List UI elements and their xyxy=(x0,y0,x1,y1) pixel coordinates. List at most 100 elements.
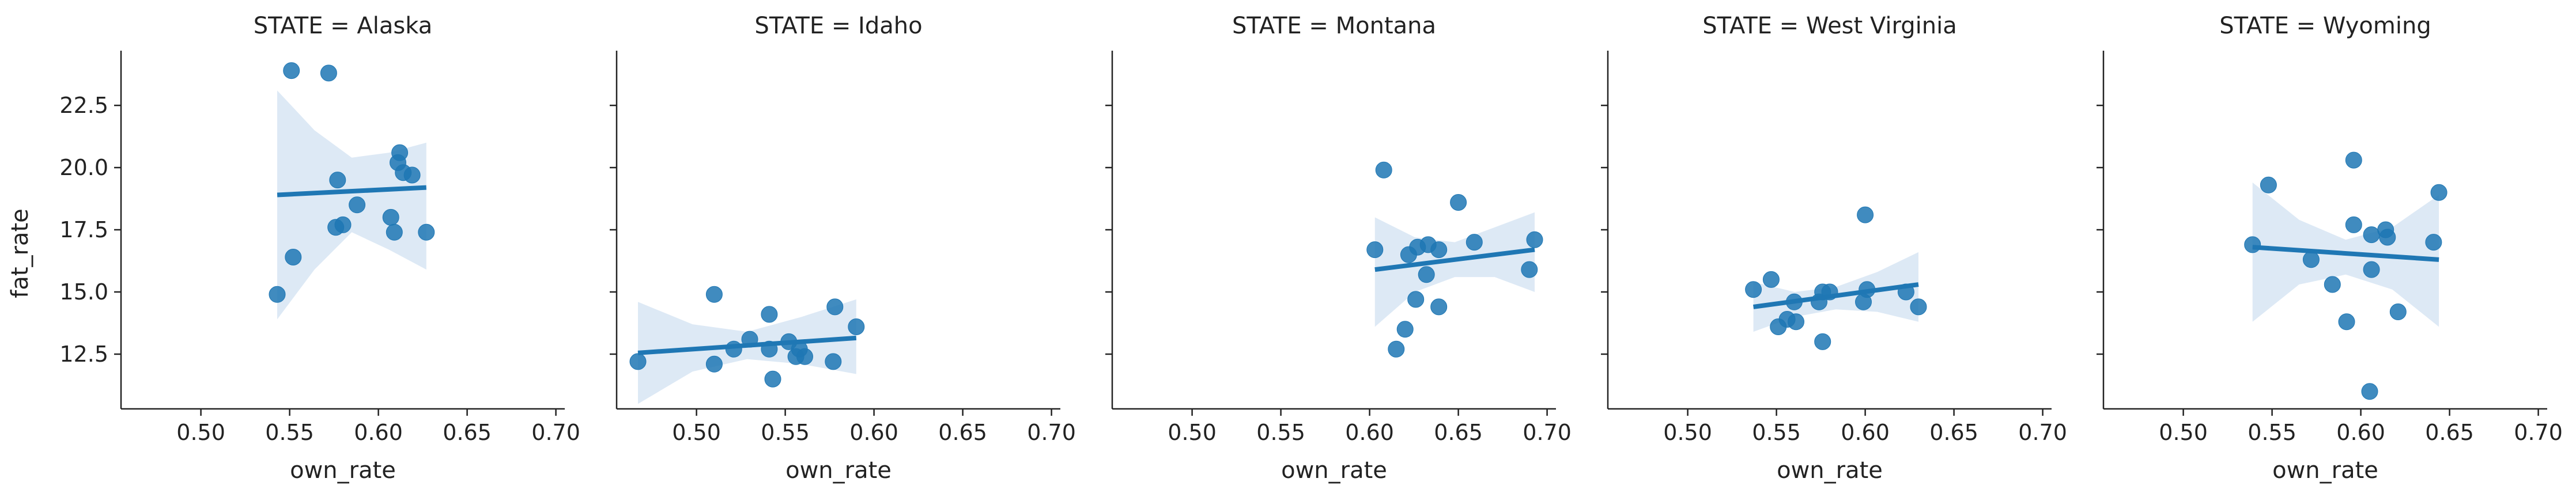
data-point xyxy=(2361,383,2378,400)
data-point xyxy=(2244,236,2261,253)
x-tick-label: 0.50 xyxy=(1663,420,1712,445)
x-tick-label: 0.65 xyxy=(1929,420,1978,445)
data-point xyxy=(1430,241,1448,259)
data-point xyxy=(1366,241,1384,259)
regression-line xyxy=(1753,282,1919,309)
panel-title: STATE = West Virginia xyxy=(1702,13,1957,39)
x-tick-label: 0.50 xyxy=(1168,420,1217,445)
data-point xyxy=(1430,298,1448,316)
data-point xyxy=(705,355,723,373)
data-point xyxy=(2345,216,2362,233)
x-axis-label: own_rate xyxy=(1777,457,1883,484)
panel-title: STATE = Alaska xyxy=(254,13,432,39)
data-point xyxy=(825,353,842,370)
regression-line xyxy=(637,335,857,355)
x-tick-label: 0.70 xyxy=(2018,420,2067,445)
x-tick-label: 0.70 xyxy=(531,420,580,445)
data-point xyxy=(1910,298,1927,316)
data-point xyxy=(705,286,723,303)
regression-line xyxy=(1374,247,1535,272)
data-point xyxy=(725,340,742,358)
data-point xyxy=(2324,276,2341,293)
x-axis-label: own_rate xyxy=(1281,457,1387,484)
data-point xyxy=(269,286,286,303)
data-point xyxy=(1375,161,1392,179)
x-tick-label: 0.55 xyxy=(1256,420,1305,445)
facet-panel: STATE = Wyoming 0.50 0.55 0.60 0.65 0.70 own_r… xyxy=(2097,13,2563,484)
data-point xyxy=(2379,229,2396,246)
data-point xyxy=(629,353,647,370)
y-tick-label: 20.0 xyxy=(59,155,108,180)
x-tick-label: 0.55 xyxy=(2248,420,2297,445)
data-point xyxy=(329,172,346,189)
x-tick-label: 0.60 xyxy=(2336,420,2385,445)
data-point xyxy=(2430,184,2447,201)
x-tick-label: 0.65 xyxy=(1434,420,1483,445)
x-tick-label: 0.65 xyxy=(938,420,987,445)
x-axis-label: own_rate xyxy=(290,457,396,484)
data-point xyxy=(1465,234,1483,251)
data-point xyxy=(403,166,421,184)
data-point xyxy=(2389,303,2407,320)
confidence-band xyxy=(1374,212,1535,327)
data-point xyxy=(320,64,337,82)
x-tick-label: 0.70 xyxy=(2514,420,2563,445)
y-tick-label: 22.5 xyxy=(59,93,108,118)
data-point xyxy=(787,348,804,365)
y-axis-label: fat_rate xyxy=(7,208,33,298)
x-tick-label: 0.50 xyxy=(672,420,721,445)
x-tick-label: 0.70 xyxy=(1523,420,1572,445)
data-point xyxy=(1770,318,1787,335)
panel-title: STATE = Montana xyxy=(1232,13,1436,39)
data-point xyxy=(2345,151,2362,169)
data-point xyxy=(2260,176,2277,193)
facet-panel: STATE = Idaho 0.50 0.55 0.60 0.65 0.70 own_rat… xyxy=(610,13,1076,484)
data-point xyxy=(1762,271,1780,288)
data-point xyxy=(349,196,366,214)
x-tick-label: 0.60 xyxy=(849,420,898,445)
data-point xyxy=(1521,261,1538,278)
data-point xyxy=(1814,333,1831,350)
x-tick-label: 0.65 xyxy=(443,420,492,445)
data-point xyxy=(1788,313,1804,331)
data-point xyxy=(848,318,865,335)
data-point xyxy=(2338,313,2355,331)
regression-line xyxy=(2252,245,2439,262)
x-tick-label: 0.50 xyxy=(176,420,225,445)
x-axis-label: own_rate xyxy=(785,457,892,484)
data-point xyxy=(2363,226,2380,244)
data-point xyxy=(764,370,781,388)
data-point xyxy=(1857,206,1874,223)
x-tick-label: 0.55 xyxy=(761,420,810,445)
data-point xyxy=(283,62,300,79)
data-point xyxy=(418,223,435,241)
x-tick-label: 0.70 xyxy=(1027,420,1076,445)
facet-panel: STATE = West Virginia 0.50 0.55 0.60 0.65 0.7… xyxy=(1601,13,2067,484)
data-point xyxy=(1396,321,1414,338)
data-point xyxy=(1388,340,1405,358)
facet-panel: STATE = Alaska 0.50 0.55 0.60 0.65 0.70 12.5 15… xyxy=(59,13,580,484)
x-tick-label: 0.50 xyxy=(2159,420,2208,445)
data-point xyxy=(2302,251,2320,268)
x-tick-label: 0.65 xyxy=(2425,420,2474,445)
data-point xyxy=(334,216,352,233)
data-point xyxy=(1745,281,1762,298)
data-point xyxy=(1450,194,1467,211)
data-point xyxy=(2425,234,2442,251)
y-tick-label: 15.0 xyxy=(59,279,108,305)
data-point xyxy=(285,249,302,265)
x-axis-label: own_rate xyxy=(2272,457,2378,484)
data-point xyxy=(386,223,403,241)
data-point xyxy=(1855,293,1872,310)
data-point xyxy=(1407,291,1425,308)
data-point xyxy=(1400,246,1417,263)
y-tick-label: 17.5 xyxy=(59,217,108,242)
x-tick-label: 0.60 xyxy=(1345,420,1394,445)
panel-title: STATE = Idaho xyxy=(754,13,922,39)
x-tick-label: 0.60 xyxy=(1841,420,1890,445)
x-tick-label: 0.60 xyxy=(354,420,403,445)
x-tick-label: 0.55 xyxy=(1752,420,1801,445)
data-point xyxy=(826,298,844,316)
x-tick-label: 0.55 xyxy=(265,420,314,445)
